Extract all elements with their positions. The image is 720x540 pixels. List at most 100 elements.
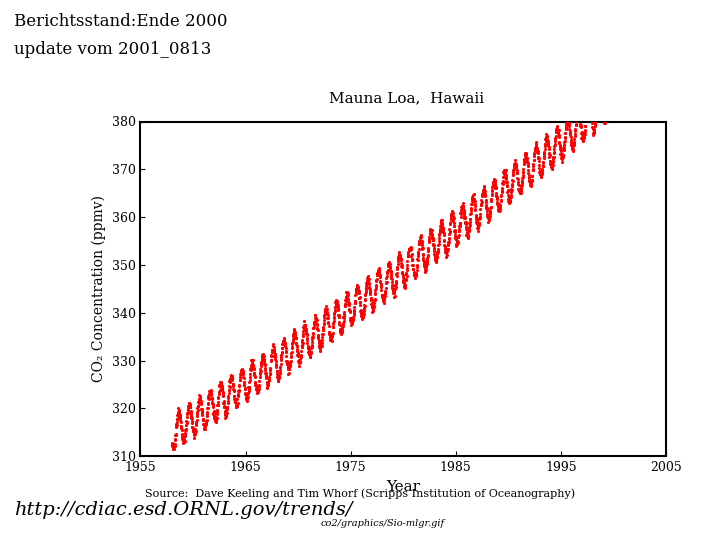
Point: [522, 158, 534, 166]
Point: [606, 85, 617, 94]
Point: [405, 243, 416, 252]
Point: [246, 363, 257, 372]
Point: [564, 129, 576, 137]
Point: [575, 122, 587, 131]
Point: [289, 330, 301, 339]
Point: [280, 347, 292, 355]
Point: [566, 142, 577, 151]
Point: [446, 206, 457, 215]
Point: [492, 197, 503, 206]
Point: [365, 294, 377, 302]
Point: [544, 145, 555, 154]
Point: [300, 321, 311, 329]
Point: [225, 370, 237, 379]
Point: [272, 372, 284, 380]
Point: [544, 157, 556, 166]
Point: [471, 217, 482, 226]
Point: [469, 200, 480, 208]
Point: [392, 257, 404, 266]
Point: [167, 440, 179, 449]
Point: [318, 326, 329, 334]
Point: [274, 366, 286, 375]
Point: [344, 306, 356, 315]
Point: [463, 225, 474, 233]
Point: [383, 261, 395, 270]
Point: [174, 414, 186, 422]
Point: [202, 399, 214, 407]
Point: [498, 177, 509, 185]
Point: [243, 388, 254, 397]
Point: [239, 384, 251, 393]
Point: [389, 287, 400, 296]
Point: [416, 237, 428, 246]
Point: [390, 279, 402, 288]
Point: [431, 247, 443, 256]
Point: [222, 397, 233, 406]
Point: [314, 342, 325, 351]
Point: [613, 69, 625, 78]
Point: [333, 320, 345, 328]
Point: [283, 368, 294, 377]
Point: [200, 418, 212, 427]
Point: [316, 336, 328, 345]
Point: [517, 168, 528, 177]
Point: [478, 182, 490, 191]
Point: [565, 140, 577, 149]
Point: [262, 378, 274, 387]
Point: [550, 127, 562, 136]
Point: [294, 358, 305, 367]
Point: [415, 239, 427, 247]
Point: [400, 281, 411, 289]
Point: [575, 116, 586, 125]
Point: [253, 382, 265, 390]
Point: [278, 335, 289, 344]
Point: [192, 409, 203, 418]
Point: [327, 329, 338, 338]
Point: [198, 424, 210, 433]
Point: [238, 369, 249, 378]
Point: [528, 160, 539, 168]
Point: [577, 133, 589, 141]
Point: [194, 393, 206, 401]
Point: [422, 251, 433, 259]
Point: [390, 269, 402, 278]
Point: [503, 191, 514, 200]
Point: [554, 140, 565, 149]
Point: [209, 414, 220, 422]
Point: [310, 317, 322, 326]
Point: [202, 394, 214, 403]
Point: [174, 413, 185, 421]
Point: [598, 118, 610, 127]
Point: [499, 170, 510, 178]
Point: [612, 85, 624, 94]
Point: [230, 402, 242, 411]
Point: [425, 227, 436, 235]
Point: [567, 145, 578, 154]
Point: [215, 382, 226, 390]
Point: [567, 145, 579, 154]
Point: [213, 388, 225, 396]
Point: [287, 332, 299, 340]
Point: [461, 229, 472, 238]
Point: [207, 398, 218, 407]
Point: [407, 255, 418, 264]
Point: [203, 395, 215, 404]
Point: [559, 129, 571, 137]
Point: [434, 227, 446, 235]
Point: [459, 208, 470, 217]
Point: [278, 336, 289, 345]
Point: [292, 352, 304, 361]
Point: [193, 394, 204, 403]
Point: [308, 320, 320, 328]
Point: [206, 390, 217, 399]
Point: [175, 416, 186, 424]
Point: [531, 144, 542, 152]
Point: [412, 250, 423, 259]
Point: [519, 151, 531, 159]
Point: [426, 232, 438, 241]
Point: [315, 340, 327, 348]
Point: [172, 411, 184, 420]
Point: [426, 226, 437, 234]
Point: [593, 89, 605, 98]
Point: [414, 236, 426, 245]
